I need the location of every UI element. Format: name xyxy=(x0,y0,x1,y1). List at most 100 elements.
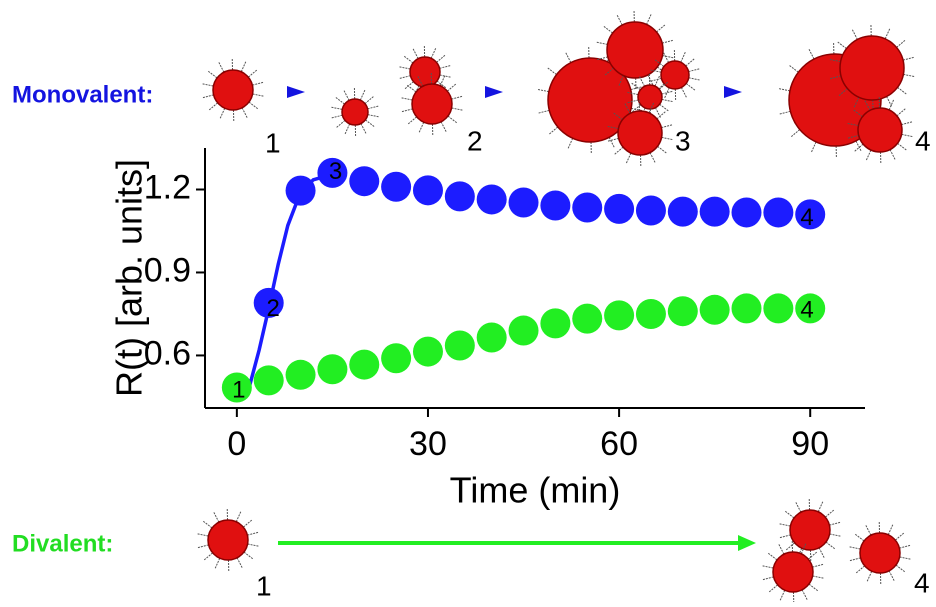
ligand xyxy=(202,95,214,98)
ligand xyxy=(596,42,608,44)
ligand xyxy=(220,108,225,119)
ligand xyxy=(899,545,911,548)
ligand xyxy=(903,74,915,76)
ligand xyxy=(778,544,783,555)
nanoparticle xyxy=(410,57,440,87)
marker xyxy=(509,187,539,217)
ligand xyxy=(203,553,212,561)
ligand xyxy=(236,511,241,522)
ligand xyxy=(895,532,904,540)
ligand xyxy=(780,590,785,601)
x-axis-title: Time (min) xyxy=(450,470,621,511)
ligand xyxy=(549,127,558,135)
ligand xyxy=(762,566,774,568)
stage-number: 1 xyxy=(265,127,281,158)
ligand xyxy=(681,87,686,98)
ligand xyxy=(399,67,411,69)
ligand xyxy=(795,502,800,513)
ligand xyxy=(609,137,614,148)
ligand xyxy=(812,564,824,567)
y-axis-title: R(t) [arb. units] xyxy=(109,159,150,397)
ligand xyxy=(368,115,380,117)
ligand xyxy=(890,150,895,161)
ligand xyxy=(361,124,366,135)
ligand xyxy=(407,117,416,125)
marker xyxy=(477,184,507,214)
y-tick-label: 1.2 xyxy=(144,168,191,206)
stage-number: 1 xyxy=(256,570,272,601)
marker xyxy=(604,194,634,224)
ligand xyxy=(247,532,259,535)
ligand xyxy=(603,26,613,33)
ligand xyxy=(897,108,906,116)
ligand xyxy=(768,585,777,593)
ligand xyxy=(242,108,247,119)
ligand xyxy=(656,24,665,32)
ligand xyxy=(330,107,342,109)
ligand xyxy=(885,28,890,39)
ligand xyxy=(452,108,464,110)
ligand xyxy=(243,519,252,527)
ligand xyxy=(218,62,223,73)
ligand xyxy=(431,47,436,58)
ligand xyxy=(813,576,825,578)
marker xyxy=(763,197,793,227)
ligand xyxy=(626,153,631,164)
ligand xyxy=(197,545,209,548)
ligand xyxy=(825,509,834,517)
ligand xyxy=(837,41,847,48)
ligand xyxy=(855,534,865,541)
marker xyxy=(381,172,411,202)
ligand xyxy=(785,543,794,551)
ligand xyxy=(681,51,686,62)
point-label: 1 xyxy=(232,377,245,404)
ligand xyxy=(854,144,863,152)
point-label: 4 xyxy=(800,297,813,324)
ligand xyxy=(565,52,570,63)
ligand xyxy=(203,521,213,528)
ligand xyxy=(662,99,674,101)
ligand xyxy=(779,535,791,538)
ligand xyxy=(401,109,413,112)
nanoparticle xyxy=(638,85,662,109)
ligand xyxy=(568,138,573,149)
ligand xyxy=(407,85,417,92)
x-tick-label: 60 xyxy=(600,425,638,463)
ligand xyxy=(650,78,662,81)
arrow xyxy=(738,535,756,551)
ligand xyxy=(778,88,790,90)
ligand xyxy=(331,115,343,118)
marker xyxy=(509,316,539,346)
y-tick-label: 0.6 xyxy=(144,334,191,372)
ligand xyxy=(413,48,418,59)
marker xyxy=(540,308,570,338)
marker xyxy=(286,360,316,390)
ligand xyxy=(855,566,864,574)
nanoparticle xyxy=(773,552,813,592)
ligand xyxy=(365,120,375,127)
ligand xyxy=(451,96,463,99)
ligand xyxy=(657,111,666,119)
nanoparticle xyxy=(858,108,902,152)
ligand xyxy=(661,125,673,128)
ligand xyxy=(365,96,374,104)
ligand xyxy=(399,76,411,79)
marker xyxy=(700,197,730,227)
ligand xyxy=(244,552,254,559)
ligand xyxy=(689,69,701,72)
ligand xyxy=(889,99,894,110)
ligand xyxy=(440,75,452,77)
ligand xyxy=(898,143,908,150)
ligand xyxy=(197,534,209,536)
ligand xyxy=(789,65,799,72)
ligand xyxy=(215,558,220,569)
ligand xyxy=(436,55,445,63)
marker xyxy=(668,197,698,227)
nanoparticle xyxy=(618,111,662,155)
ligand xyxy=(849,558,861,561)
marker xyxy=(572,304,602,334)
ligand xyxy=(897,87,907,94)
nanoparticle xyxy=(607,22,663,78)
ligand xyxy=(419,122,424,133)
ligand xyxy=(897,40,906,48)
